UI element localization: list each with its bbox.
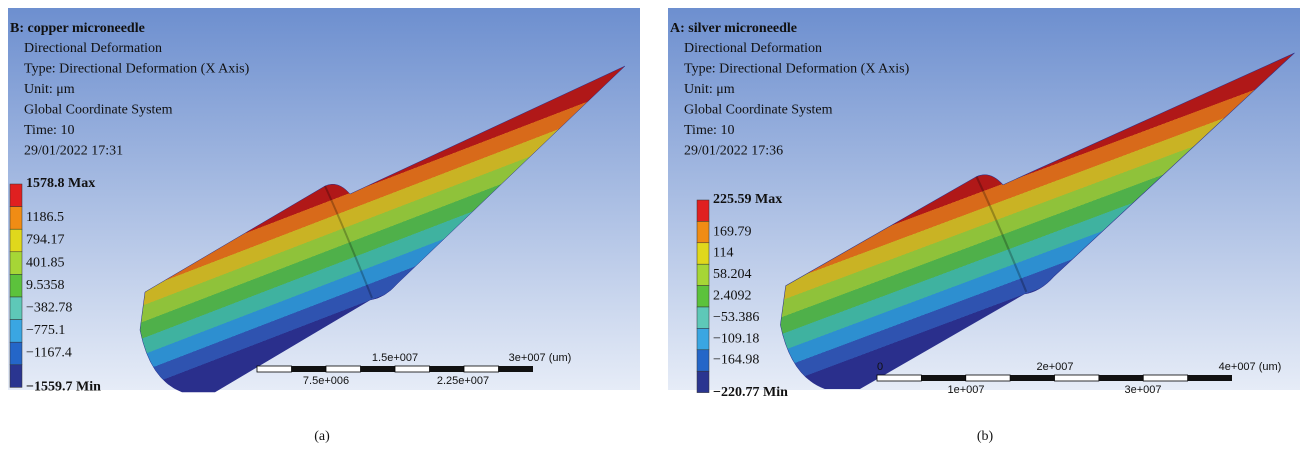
scale-segment — [499, 366, 534, 372]
legend-swatch — [10, 184, 22, 207]
scale-segment — [257, 366, 292, 372]
legend-swatch — [697, 221, 709, 242]
scale-segment — [464, 366, 499, 372]
legend-swatch — [697, 371, 709, 392]
panel: A: silver microneedle Directional Deforma… — [668, 8, 1300, 444]
figure: B: copper microneedle Directional Deforma… — [0, 0, 1309, 449]
legend-swatch — [697, 264, 709, 285]
scale-segment — [877, 375, 921, 381]
scale-label: 2.25e+007 — [437, 375, 489, 387]
scale-segment — [361, 366, 396, 372]
legend-swatch — [10, 229, 22, 252]
info-line: Time: 10 — [684, 123, 734, 138]
scale-segment — [326, 366, 361, 372]
scale-segment — [1143, 375, 1187, 381]
legend-label: 794.17 — [26, 233, 65, 248]
scale-segment — [966, 375, 1010, 381]
legend-swatch — [697, 286, 709, 307]
panel-title: B: copper microneedle — [10, 21, 145, 36]
info-line: Type: Directional Deformation (X Axis) — [684, 62, 910, 77]
scale-label: 3e+007 (um) — [509, 352, 572, 364]
scale-label: 2e+007 — [1036, 361, 1073, 373]
info-line: Directional Deformation — [24, 41, 162, 56]
panels: B: copper microneedle Directional Deforma… — [8, 8, 1300, 444]
scale-segment — [921, 375, 965, 381]
legend-label: 58.204 — [713, 267, 752, 282]
info-line: Time: 10 — [24, 123, 74, 138]
legend-label: 1578.8 Max — [26, 176, 95, 191]
scale-label: 1e+007 — [947, 384, 984, 396]
caption: (a) — [314, 429, 330, 444]
caption: (b) — [977, 429, 994, 444]
scale-segment — [430, 366, 465, 372]
scale-segment — [1055, 375, 1099, 381]
scale-label: 7.5e+006 — [303, 375, 349, 387]
info-line: 29/01/2022 17:36 — [684, 144, 783, 159]
info-line: Directional Deformation — [684, 41, 822, 56]
scale-label: 1.5e+007 — [372, 352, 418, 364]
legend-swatch — [697, 307, 709, 328]
legend-label: 114 — [713, 246, 733, 261]
panel: B: copper microneedle Directional Deforma… — [8, 8, 640, 444]
legend-swatch — [697, 200, 709, 221]
page: B: copper microneedle Directional Deforma… — [0, 0, 1309, 449]
legend-swatch — [697, 243, 709, 264]
legend-swatch — [10, 297, 22, 320]
legend-label: −53.386 — [713, 310, 759, 325]
legend-label: −382.78 — [26, 301, 72, 316]
scale-segment — [1010, 375, 1054, 381]
scale-segment — [1188, 375, 1232, 381]
scale-label: 4e+007 (um) — [1219, 361, 1282, 373]
legend-swatch — [10, 365, 22, 388]
legend-label: −775.1 — [26, 323, 65, 338]
legend-swatch — [10, 252, 22, 275]
legend-label: −109.18 — [713, 331, 759, 346]
legend-label: 9.5358 — [26, 278, 65, 293]
info-line: Global Coordinate System — [24, 103, 173, 118]
legend-swatch — [10, 320, 22, 343]
info-line: Unit: μm — [24, 82, 75, 97]
legend-label: −220.77 Min — [713, 385, 788, 400]
legend-label: 1186.5 — [26, 210, 64, 225]
scale-label: 0 — [877, 361, 883, 373]
legend-label: −164.98 — [713, 353, 759, 368]
legend-swatch — [10, 342, 22, 365]
info-line: Type: Directional Deformation (X Axis) — [24, 62, 250, 77]
legend-label: −1559.7 Min — [26, 380, 101, 395]
scale-segment — [1099, 375, 1143, 381]
info-line: Global Coordinate System — [684, 103, 833, 118]
legend-label: 169.79 — [713, 224, 752, 239]
legend-swatch — [697, 328, 709, 349]
scale-segment — [292, 366, 327, 372]
legend-swatch — [697, 350, 709, 371]
legend-swatch — [10, 274, 22, 297]
info-line: Unit: μm — [684, 82, 735, 97]
legend-label: 225.59 Max — [713, 192, 782, 207]
info-line: 29/01/2022 17:31 — [24, 144, 123, 159]
legend-label: −1167.4 — [26, 346, 72, 361]
scale-label: 3e+007 — [1124, 384, 1161, 396]
legend-label: 401.85 — [26, 255, 65, 270]
legend-swatch — [10, 207, 22, 230]
scale-segment — [395, 366, 430, 372]
legend-label: 2.4092 — [713, 289, 752, 304]
panel-title: A: silver microneedle — [670, 21, 797, 36]
